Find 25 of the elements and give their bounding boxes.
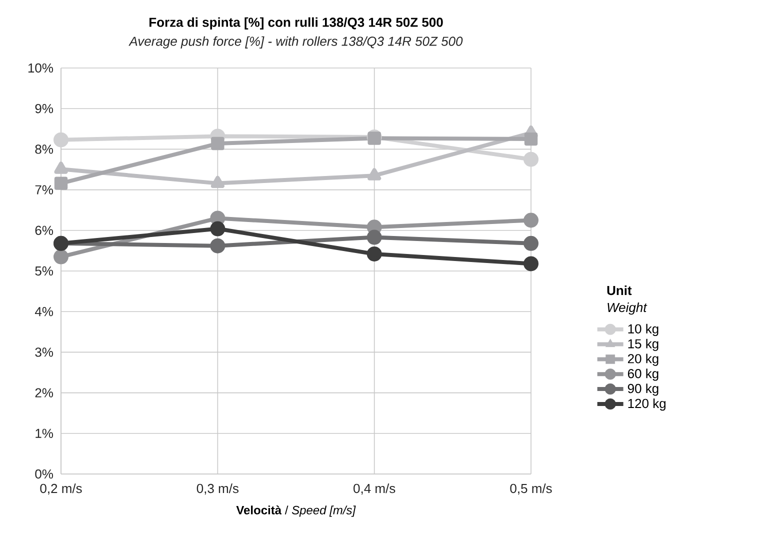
x-tick-label: 0,3 m/s [196,484,239,495]
legend-label: 15 kg [628,338,658,351]
y-tick-label: 4% [34,307,54,316]
y-tick-label: 0% [35,469,54,479]
legend-label: 20 kg [628,354,658,366]
x-tick-label: 0,2 m/s [40,484,82,495]
legend-title: Unit Weight [607,286,648,315]
y-tick-label: 5% [35,266,54,276]
y-tick-label: 10% [28,63,54,73]
y-tick-label: 7% [35,185,54,194]
chart-title: Forza di spinta [%] con rulli 138/Q3 14R 50Z 500 [149,17,443,30]
legend-label: 60 kg [628,368,658,381]
x-tick-label: 0,5 m/s [510,484,552,495]
x-tick-label: 0,4 m/s [354,484,396,495]
legend-label: 90 kg [628,384,658,396]
chart-subtitle: Average push force [%] - with rollers 138/Q3 14R 50Z 500 [128,36,463,48]
legend-label: 10 kg [628,324,658,336]
x-axis-title: Velocità / Speed [m/s] [236,505,356,517]
y-tick-label: 2% [35,388,54,398]
y-tick-label: 8% [35,144,54,154]
y-tick-label: 3% [35,348,54,357]
legend-label: 120 kg [628,398,666,411]
y-tick-label: 1% [36,428,54,438]
y-tick-label: 9% [35,104,54,114]
y-tick-label: 6% [35,226,54,235]
